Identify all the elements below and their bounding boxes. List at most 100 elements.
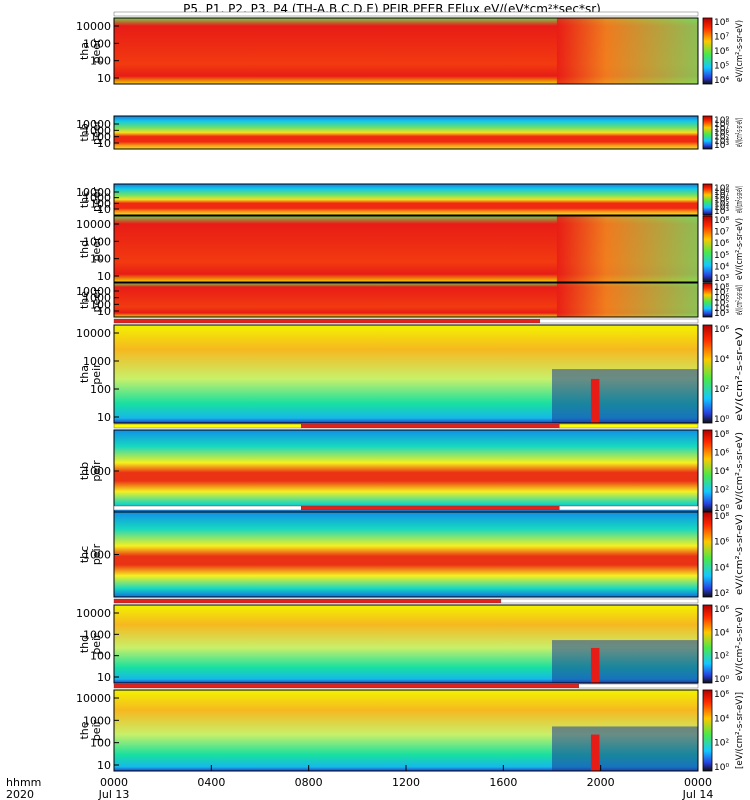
ytick-label: 1000 <box>83 235 111 248</box>
panel-ylabel: peir <box>90 460 103 482</box>
ytick-label: 100 <box>90 253 111 266</box>
xtick-label: 1200 <box>392 776 420 789</box>
time-axis-label: hhmm <box>6 776 41 789</box>
colorbar-tick-label: 10⁶ <box>714 325 729 335</box>
ytick-label: 1000 <box>83 37 111 50</box>
ytick-label: 10 <box>97 137 111 150</box>
colorbar-tick-label: 10⁹ <box>714 184 729 194</box>
colorbar-tick-label: 10³ <box>714 207 729 217</box>
colorbar-tick-label: 10⁵ <box>714 251 729 261</box>
spectrogram-late-region <box>552 726 698 771</box>
panel-tha-peer: tha peer 10000 1000 100 10 10⁸ 10⁷ 10⁶ 10⁵ 10⁴ eV/(… <box>76 11 745 86</box>
ytick-label: 100 <box>90 131 111 144</box>
colorbar-label: eV/(cm²-s-sr-eV) <box>735 186 745 213</box>
xtick-date-label: Jul 14 <box>682 788 714 800</box>
colorbar-tick-label: 10⁷ <box>714 33 729 43</box>
ytick-label: 1000 <box>83 192 111 205</box>
colorbar-tick-label: 10⁶ <box>714 690 729 700</box>
colorbar-tick-label: 10³ <box>714 274 729 284</box>
flag-segment <box>539 318 699 324</box>
xtick-label: 0400 <box>197 776 225 789</box>
ytick-label: 10000 <box>76 118 111 131</box>
year-label: 2020 <box>6 788 34 800</box>
panel-ylabel: thc <box>78 546 91 563</box>
colorbar-tick-label: 10⁶ <box>714 605 729 615</box>
colorbar <box>702 604 713 684</box>
colorbar-tick-label: 10⁴ <box>714 203 729 213</box>
ytick-label: 10000 <box>76 607 111 620</box>
panel-ylabel: peer <box>90 236 103 262</box>
panel-frame <box>113 215 699 283</box>
colorbar-tick-label: 10⁰ <box>714 675 729 685</box>
colorbar-tick-label: 10⁰ <box>714 504 729 514</box>
colorbar-tick-label: 10⁰ <box>714 763 729 773</box>
colorbar-tick-label: 10⁰ <box>714 415 729 425</box>
flag-segment <box>559 423 699 429</box>
colorbar-tick-label: 10⁸ <box>714 283 729 293</box>
colorbar-tick-label: 10⁷ <box>714 124 729 134</box>
spectrogram-late-region <box>556 283 698 317</box>
colorbar-tick-label: 10⁸ <box>714 216 729 226</box>
colorbar-label: [eV/(cm²-s-sr-eV)] <box>735 692 745 769</box>
colorbar-label: eV/(cm²-s-sr-eV) <box>735 285 745 315</box>
panel-ylabel: peer <box>90 120 103 146</box>
colorbar-tick-label: 10⁵ <box>714 133 729 143</box>
xtick-date-label: Jul 13 <box>98 788 130 800</box>
ytick-label: 100 <box>90 298 111 311</box>
colorbar-tick-label: 10⁵ <box>714 199 729 209</box>
colorbar-tick-label: 10² <box>714 385 729 395</box>
panel-ylabel: tha <box>78 42 91 60</box>
colorbar <box>702 511 713 598</box>
ytick-label: 10 <box>97 671 111 684</box>
colorbar-tick-label: 10⁴ <box>714 76 729 86</box>
colorbar-tick-label: 10² <box>714 486 729 496</box>
colorbar-tick-label: 10⁷ <box>714 288 729 298</box>
colorbar-label: eV/(cm²-s-sr-eV) <box>735 118 745 147</box>
panel-ylabel: the <box>78 291 91 309</box>
colorbar-tick-label: 10⁶ <box>714 47 729 57</box>
colorbar-tick-label: 10⁴ <box>714 467 729 477</box>
colorbar-tick-label: 10² <box>714 589 729 599</box>
ytick-label: 10000 <box>76 692 111 705</box>
colorbar-label: eV/(cm²-s-sr-eV) <box>735 20 745 82</box>
flag-segment <box>113 318 541 324</box>
panel-ylabel: thb <box>78 462 91 480</box>
ytick-label: 10000 <box>76 218 111 231</box>
colorbar-tick-label: 10⁴ <box>714 262 729 272</box>
flag-segment <box>113 598 502 604</box>
colorbar <box>702 17 713 85</box>
ytick-label: 1000 <box>83 714 111 727</box>
panel-tha-peir: tha peir 10000 1000 100 10 10⁶ 10⁴ 10² 10⁰ eV/(cm²… <box>76 318 745 425</box>
panel-the-peir: the peir 10000 1000 100 10 10⁶ 10⁴ 10² 10⁰ [eV/(cm… <box>76 683 745 773</box>
colorbar-tick-label: 10⁸ <box>714 120 729 130</box>
colorbar-tick-label: 10⁵ <box>714 62 729 72</box>
flag-segment <box>113 505 302 511</box>
colorbar-tick-label: 10² <box>714 739 729 749</box>
xtick-label: 2000 <box>587 776 615 789</box>
ytick-label: 100 <box>90 383 111 396</box>
panel-ylabel: peer <box>90 287 103 313</box>
colorbar <box>702 115 713 150</box>
colorbar-tick-label: 10³ <box>714 141 729 151</box>
ytick-label: 10 <box>97 72 111 85</box>
colorbar-tick-label: 10⁸ <box>714 430 729 440</box>
colorbar-label: eV/(cm²-s-sr-eV) <box>735 432 745 510</box>
colorbar-tick-label: 10² <box>714 652 729 662</box>
colorbar-label: eV/(cm²-s-sr-eV) <box>735 218 745 280</box>
spectrogram-hot-spot <box>590 734 600 771</box>
panel-ylabel: thd <box>78 240 91 258</box>
colorbar-tick-label: 10⁴ <box>714 714 729 724</box>
panel-ylabel: peer <box>90 38 103 64</box>
spectrogram-hot-spot <box>590 647 600 683</box>
colorbar-tick-label: 10⁶ <box>714 129 729 139</box>
colorbar <box>702 689 713 772</box>
flag-segment <box>301 423 560 429</box>
spectrogram <box>114 430 698 512</box>
ytick-label: 10 <box>97 203 111 216</box>
colorbar-tick-label: 10⁷ <box>714 228 729 238</box>
panel-frame <box>113 17 699 85</box>
panel-frame <box>113 183 699 216</box>
ytick-label: 10000 <box>76 285 111 298</box>
